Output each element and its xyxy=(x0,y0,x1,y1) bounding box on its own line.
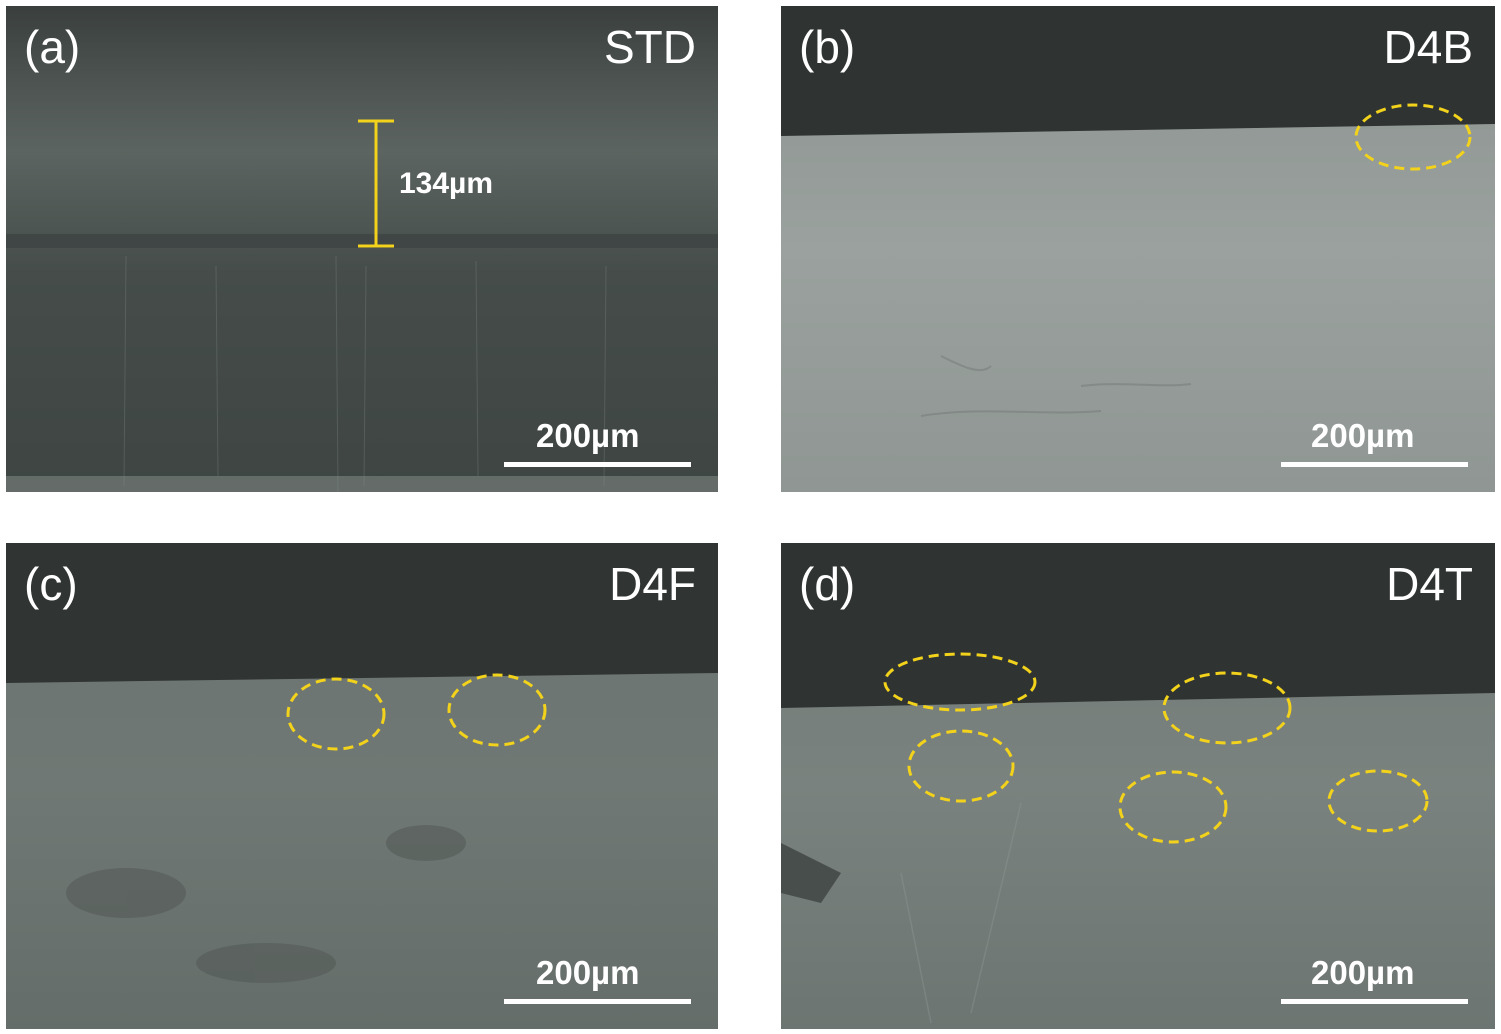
panel-c-d4f: (c) D4F 200µm xyxy=(6,543,718,1029)
scale-bar xyxy=(504,462,691,467)
sample-label: D4B xyxy=(1383,21,1473,73)
panel-letter: (c) xyxy=(24,558,78,610)
sample-label: D4T xyxy=(1386,558,1473,610)
scale-bar-label: 200µm xyxy=(1311,954,1415,991)
scale-bar xyxy=(1281,999,1468,1004)
scale-bar xyxy=(504,999,691,1004)
sem-image-d4f xyxy=(6,543,718,1029)
panel-letter: (d) xyxy=(799,558,856,610)
panel-letter: (a) xyxy=(24,21,81,73)
scale-bar xyxy=(1281,462,1468,467)
sem-image-d4b xyxy=(781,6,1495,492)
scale-bar-label: 200µm xyxy=(536,954,640,991)
sample-label: STD xyxy=(604,21,696,73)
scale-bar-label: 200µm xyxy=(536,417,640,454)
thickness-label: 134µm xyxy=(399,167,494,200)
sample-label: D4F xyxy=(609,558,696,610)
panel-letter: (b) xyxy=(799,21,856,73)
panel-b-d4b: (b) D4B 200µm xyxy=(781,6,1495,492)
panel-a-std: (a) STD 134µm 200µm xyxy=(6,6,718,492)
sem-image-std xyxy=(6,6,718,492)
panel-d-d4t: (d) D4T 200µm xyxy=(781,543,1495,1029)
scale-bar-label: 200µm xyxy=(1311,417,1415,454)
